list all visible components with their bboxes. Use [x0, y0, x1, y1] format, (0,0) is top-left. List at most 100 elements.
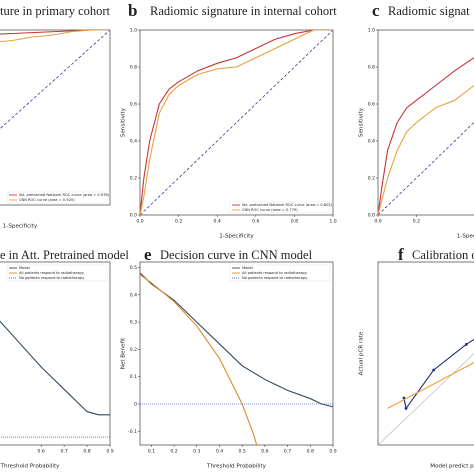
- panel-title: e in Att. Pretrained model: [0, 248, 129, 262]
- y-axis-label: Sensitivity: [359, 107, 365, 137]
- panel-title: Calibration of: [412, 248, 474, 262]
- y-tick-label: 0.2: [130, 347, 137, 353]
- panel-title: Decision curve in CNN model: [160, 248, 313, 262]
- reference-diagonal: [140, 30, 333, 215]
- reference-diagonal: [0, 30, 110, 130]
- legend-box: [229, 201, 331, 214]
- plot-area: [378, 338, 474, 445]
- panel-letter: f: [398, 245, 404, 264]
- x-axis-label: 1-Specificity: [219, 234, 254, 240]
- x-tick-label: 1.0: [329, 219, 336, 225]
- series-line: [0, 30, 110, 43]
- legend-label: Att. pretrained Network ROC curve (area …: [19, 193, 110, 197]
- series-line: [140, 30, 333, 215]
- x-tick-label: 0.4: [214, 219, 221, 225]
- panel: c Radiomic signat 1-Specificity Sensitivity…: [359, 1, 474, 240]
- plot-frame: [377, 261, 474, 446]
- x-tick-label: 0.9: [329, 449, 336, 455]
- y-tick-label: -0.1: [128, 429, 137, 435]
- series-line: [140, 30, 333, 215]
- y-tick-label: 0.4: [368, 139, 375, 145]
- panel: b Radiomic signature in internal cohort 1-…: [121, 1, 338, 240]
- x-tick-label: 0.7: [284, 449, 291, 455]
- legend-label: No patients respond to radiotherapy: [242, 276, 308, 280]
- legend-label: Model: [242, 266, 253, 270]
- series-line: [0, 320, 110, 416]
- plot-frame: [0, 261, 111, 446]
- y-axis-label: Sensitivity: [121, 107, 127, 137]
- y-axis-label: Net Benefit: [121, 337, 127, 369]
- panel-letter: b: [128, 1, 137, 20]
- x-tick-label: 0.8: [307, 449, 314, 455]
- y-tick-label: 0.1: [130, 374, 137, 380]
- y-tick-label: 0.5: [130, 265, 137, 271]
- panel: ture in primary cohort1-SpecificitySensi…: [0, 4, 111, 230]
- legend-label: All patients respond to radiotherapy: [19, 271, 85, 275]
- legend-label: CNN ROC curve (area = 0.779): [242, 208, 298, 212]
- y-tick-label: 0.6: [368, 102, 375, 108]
- y-tick-label: 0.3: [130, 320, 137, 326]
- plot-frame: [377, 29, 474, 216]
- x-axis-label: Model predict p: [430, 464, 474, 470]
- series-line: [140, 272, 333, 408]
- y-tick-label: 0.8: [368, 65, 375, 71]
- panel: e in Att. Pretrained model Threshold Prob…: [0, 248, 129, 470]
- series-line: [378, 85, 474, 215]
- series-line: [387, 362, 474, 409]
- y-tick-label: 0.4: [130, 292, 137, 298]
- point: [432, 368, 436, 372]
- series-line: [140, 274, 258, 445]
- x-tick-label: 0.8: [291, 219, 298, 225]
- plot-frame: [0, 29, 111, 206]
- panel-title: ture in primary cohort: [0, 4, 111, 18]
- x-tick-label: 0.0: [374, 219, 381, 225]
- y-tick-label: 0.2: [368, 176, 375, 182]
- panel-letter: e: [144, 245, 152, 264]
- x-tick-label: 0.6: [38, 449, 45, 455]
- y-tick-label: 0.6: [130, 102, 137, 108]
- plot-area: [0, 30, 110, 130]
- x-tick-label: 0.4: [216, 449, 223, 455]
- point: [402, 396, 406, 400]
- y-tick-label: 1.0: [368, 28, 375, 34]
- panel: f Calibration of Model predict p Actual pCR…: [359, 245, 474, 470]
- plot-frame: [139, 261, 334, 446]
- x-tick-label: 0.0: [136, 219, 143, 225]
- panel-title: Radiomic signat: [388, 4, 470, 18]
- x-tick-label: 0.1: [148, 449, 155, 455]
- legend-box: [229, 264, 331, 282]
- y-tick-label: 0.2: [130, 176, 137, 182]
- series-line: [378, 57, 474, 215]
- legend-label: CNN ROC curve (area = 0.920): [19, 198, 75, 202]
- panel-letter: c: [372, 1, 380, 20]
- plot-area: [140, 30, 333, 215]
- plot-area: [378, 57, 474, 215]
- y-tick-label: 1.0: [130, 28, 137, 34]
- legend-label: No patients respond to radiotherapy: [19, 276, 85, 280]
- x-axis-label: Threshold Probability: [0, 464, 60, 470]
- x-axis-label: 1-Specificity: [457, 234, 474, 240]
- x-tick-label: 0.8: [83, 449, 90, 455]
- x-tick-label: 0.2: [175, 219, 182, 225]
- x-tick-label: 0.7: [60, 449, 67, 455]
- legend-label: All patients respond to radiotherapy: [242, 271, 308, 275]
- x-axis-label: 1-Specificity: [3, 224, 38, 230]
- series-line: [0, 30, 110, 35]
- plot-area: [140, 272, 333, 445]
- y-tick-label: 0: [134, 402, 137, 408]
- x-tick-label: 0.2: [413, 219, 420, 225]
- plot-frame: [139, 29, 334, 216]
- x-tick-label: 0.6: [252, 219, 259, 225]
- reference-diagonal: [378, 353, 474, 445]
- x-tick-label: 0.6: [261, 449, 268, 455]
- x-tick-label: 0.5: [239, 449, 246, 455]
- reference-diagonal: [378, 122, 474, 215]
- y-tick-label: 0.0: [368, 213, 375, 219]
- plot-area: [0, 320, 110, 438]
- point: [464, 342, 468, 346]
- y-axis-label: Actual pCR rate: [359, 331, 365, 375]
- panel-title: Radiomic signature in internal cohort: [150, 4, 337, 18]
- legend-label: Model: [19, 266, 30, 270]
- x-tick-label: 0.9: [106, 449, 113, 455]
